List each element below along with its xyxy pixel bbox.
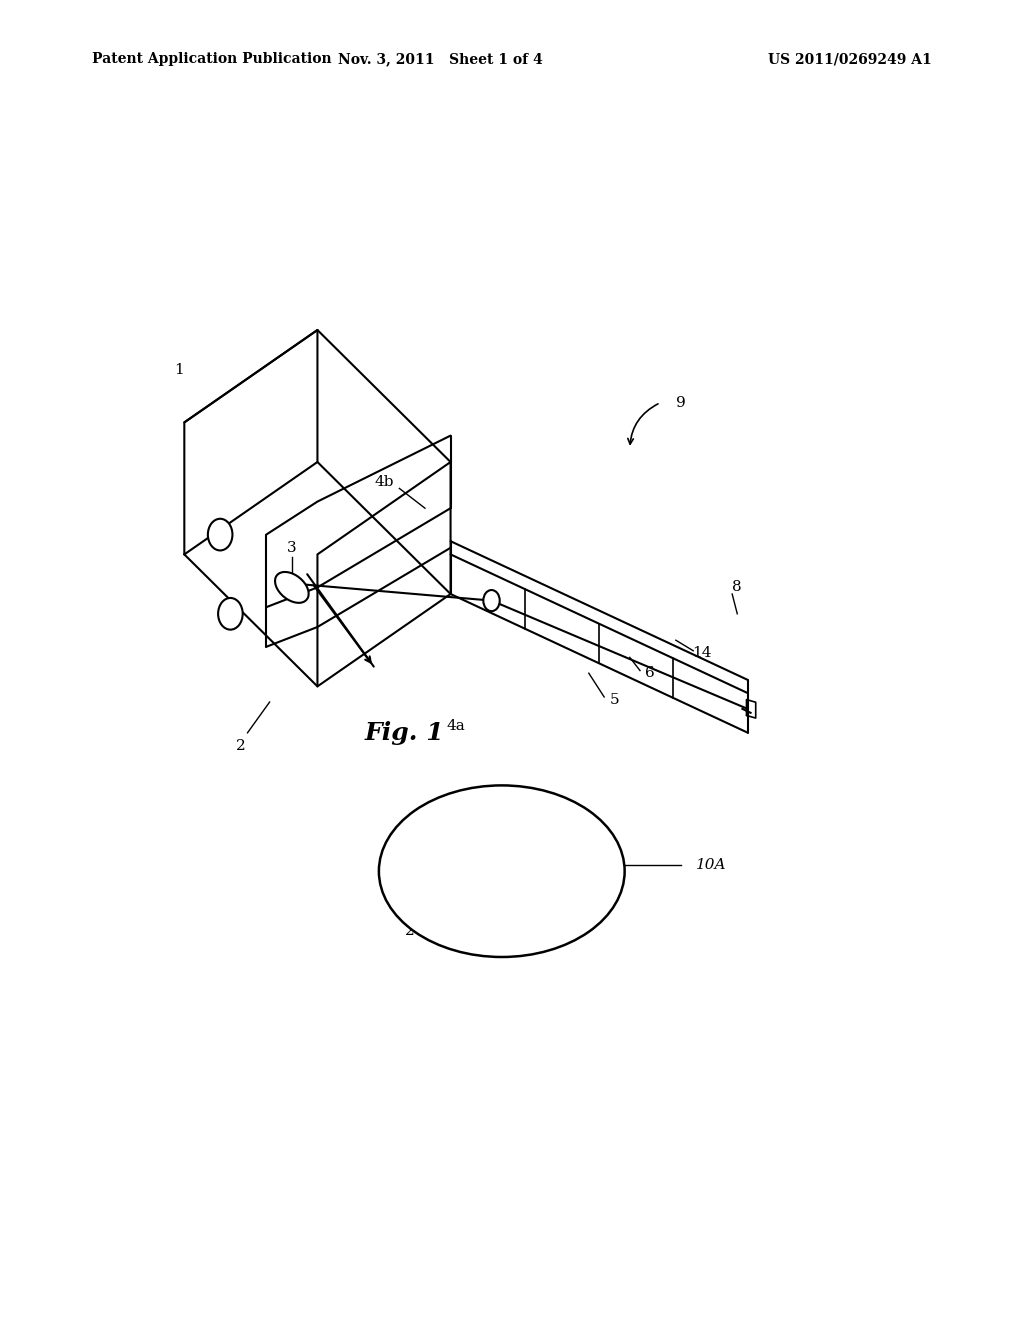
Text: 10A: 10A (696, 858, 727, 871)
Text: 2: 2 (236, 739, 246, 752)
Text: 4b: 4b (374, 475, 394, 488)
Text: 4a: 4a (446, 719, 465, 733)
Text: 14: 14 (691, 647, 712, 660)
Text: Patent Application Publication: Patent Application Publication (92, 53, 332, 66)
Text: 3: 3 (287, 541, 297, 554)
Text: Fig. 1: Fig. 1 (365, 721, 444, 744)
Text: 9: 9 (676, 396, 686, 409)
Circle shape (218, 598, 243, 630)
Text: 3: 3 (476, 924, 486, 937)
Circle shape (208, 519, 232, 550)
Text: Nov. 3, 2011   Sheet 1 of 4: Nov. 3, 2011 Sheet 1 of 4 (338, 53, 543, 66)
Circle shape (483, 590, 500, 611)
Text: US 2011/0269249 A1: US 2011/0269249 A1 (768, 53, 932, 66)
Ellipse shape (275, 572, 308, 603)
Text: 5: 5 (609, 693, 620, 706)
Text: 1: 1 (174, 363, 184, 376)
Text: 8: 8 (732, 581, 742, 594)
Text: 2: 2 (404, 924, 415, 937)
Text: 6: 6 (645, 667, 655, 680)
Ellipse shape (379, 785, 625, 957)
